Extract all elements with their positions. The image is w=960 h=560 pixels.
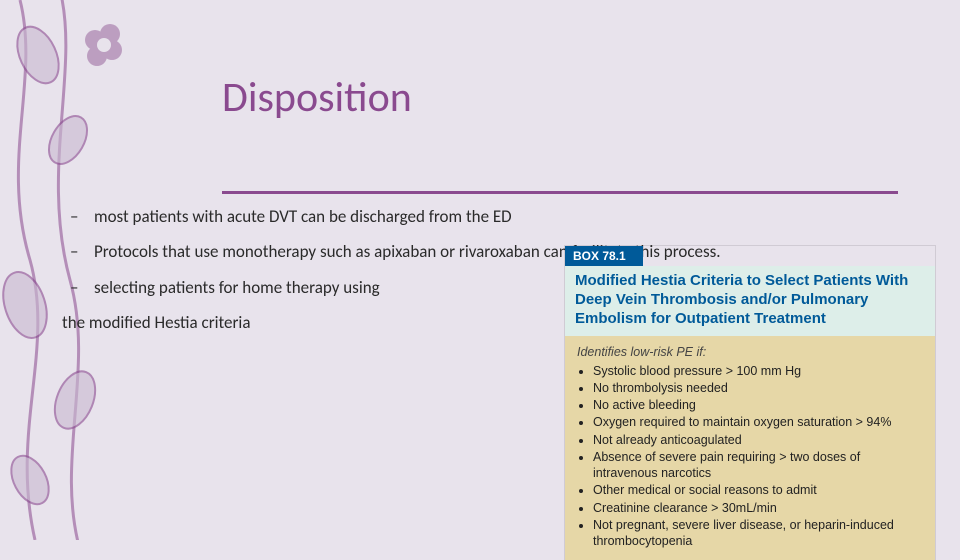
criteria-item: No active bleeding (593, 397, 925, 413)
criteria-item: Not already anticoagulated (593, 432, 925, 448)
box-title: Modified Hestia Criteria to Select Patie… (565, 266, 935, 336)
bullet-item: most patients with acute DVT can be disc… (62, 206, 852, 227)
criteria-item: Creatinine clearance > 30mL/min (593, 500, 925, 516)
box-label: BOX 78.1 (565, 246, 643, 266)
slide-title: Disposition (222, 72, 412, 123)
criteria-item: Absence of severe pain requiring > two d… (593, 449, 925, 482)
box-lead: Identifies low-risk PE if: (577, 344, 925, 360)
hestia-box: BOX 78.1 Modified Hestia Criteria to Sel… (565, 246, 935, 560)
criteria-item: Other medical or social reasons to admit (593, 482, 925, 498)
title-rule (222, 191, 898, 194)
criteria-item: Oxygen required to maintain oxygen satur… (593, 414, 925, 430)
box-body: Identifies low-risk PE if: Systolic bloo… (565, 336, 935, 560)
criteria-item: No thrombolysis needed (593, 380, 925, 396)
criteria-list: Systolic blood pressure > 100 mm Hg No t… (593, 363, 925, 550)
criteria-item: Not pregnant, severe liver disease, or h… (593, 517, 925, 550)
criteria-item: Systolic blood pressure > 100 mm Hg (593, 363, 925, 379)
